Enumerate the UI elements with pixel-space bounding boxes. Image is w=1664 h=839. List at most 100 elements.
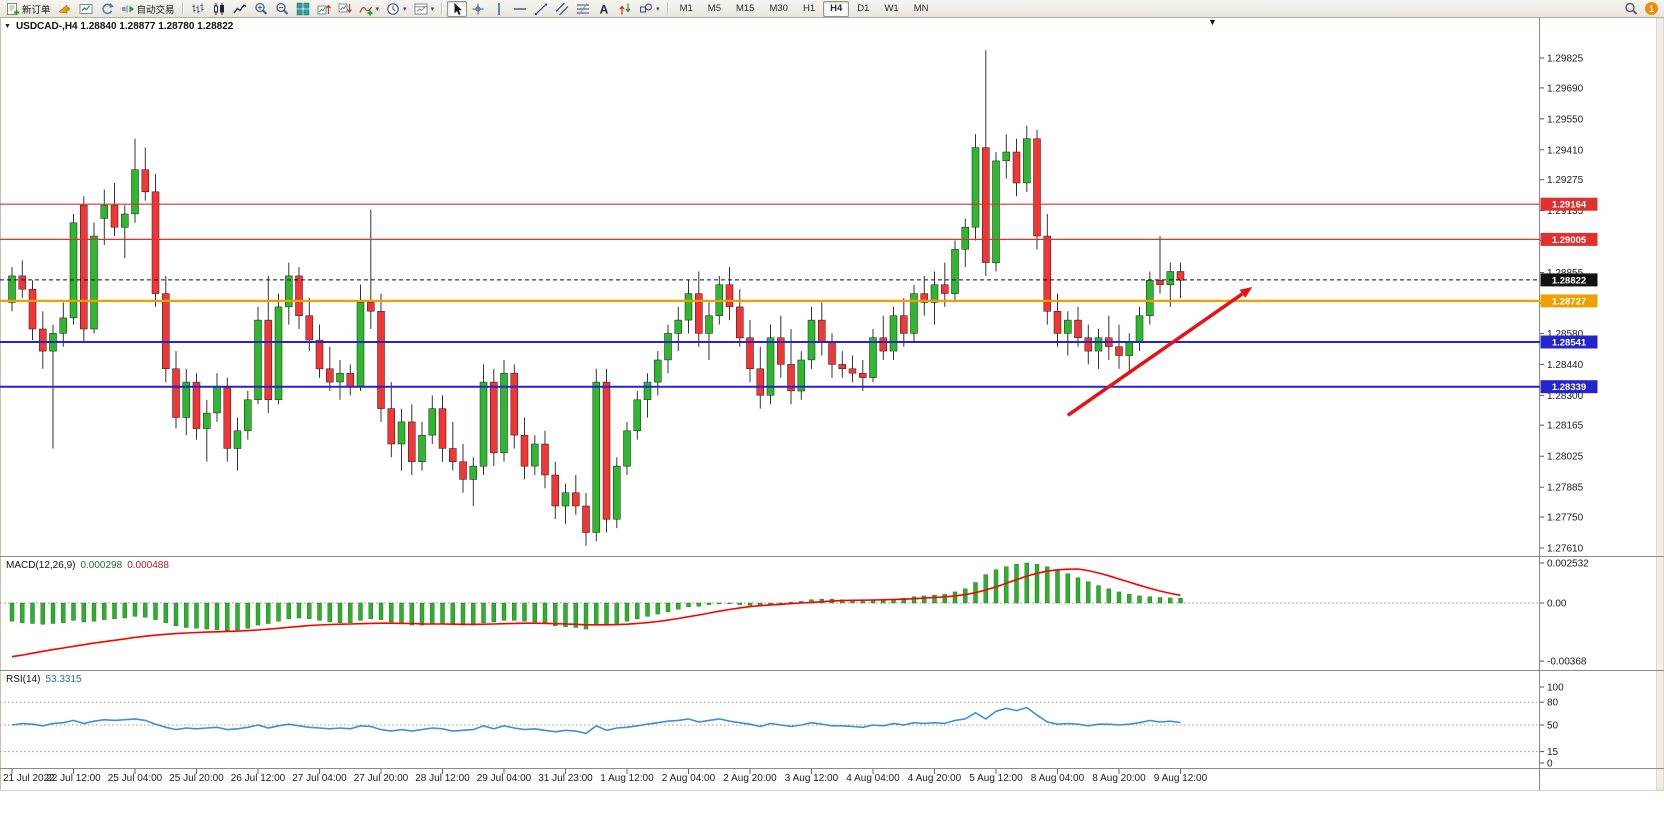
- indicators-button[interactable]: ▾: [356, 1, 383, 17]
- notification-badge[interactable]: 1: [1645, 2, 1658, 15]
- periods-button[interactable]: ▾: [383, 1, 410, 17]
- refresh-button[interactable]: [97, 1, 117, 17]
- templates-button[interactable]: ▾: [411, 1, 438, 17]
- line-chart-button[interactable]: [230, 1, 250, 17]
- arrows-button[interactable]: [615, 1, 635, 17]
- svg-text:15: 15: [1547, 747, 1559, 758]
- arrange-up-button[interactable]: [314, 1, 334, 17]
- timeframe-h1-button[interactable]: H1: [802, 3, 816, 14]
- svg-text:8 Aug 04:00: 8 Aug 04:00: [1031, 773, 1085, 784]
- bar-chart-button[interactable]: [188, 1, 208, 17]
- price-tags: 1.29164 1.29005 1.28822 1.28727 1.28541 1.283…: [1540, 197, 1598, 394]
- svg-text:1.28300: 1.28300: [1547, 391, 1584, 402]
- linechart-icon: [233, 2, 247, 16]
- vertical-line-button[interactable]: [489, 1, 509, 17]
- timeframe-m5-button[interactable]: M5: [707, 3, 721, 14]
- rsi-layer: [11, 706, 1181, 735]
- candles-icon: [212, 2, 226, 16]
- timeframe-h4-button[interactable]: H4: [823, 0, 850, 17]
- trendline-icon: [534, 2, 548, 16]
- crosshair-button[interactable]: [468, 1, 488, 17]
- svg-text:1.28541: 1.28541: [1552, 338, 1587, 349]
- crosshair-icon: [471, 2, 485, 16]
- svg-text:1.27750: 1.27750: [1547, 513, 1584, 524]
- svg-text:1.27610: 1.27610: [1547, 544, 1584, 555]
- rsi-label: RSI(14) 53.3315: [6, 674, 87, 685]
- fibonacci-button[interactable]: [573, 1, 593, 17]
- zoom-out-button[interactable]: [272, 1, 292, 17]
- svg-text:0.002532: 0.002532: [1547, 559, 1589, 570]
- channel-icon: [555, 2, 569, 16]
- svg-text:28 Jul 12:00: 28 Jul 12:00: [415, 773, 470, 784]
- zoom-in-button[interactable]: [251, 1, 271, 17]
- toolbar-separator: [666, 2, 669, 15]
- svg-text:2 Aug 04:00: 2 Aug 04:00: [662, 773, 716, 784]
- svg-text:A: A: [600, 2, 609, 16]
- text-button[interactable]: A: [594, 1, 614, 17]
- svg-text:1.29005: 1.29005: [1552, 235, 1587, 246]
- macd-layer: [9, 562, 1183, 658]
- template-icon: [414, 2, 428, 16]
- auto-trading-button[interactable]: 自动交易: [118, 1, 178, 17]
- timeframe-m30-button[interactable]: M30: [769, 3, 788, 14]
- cursor-icon: [450, 2, 464, 16]
- rsi-title: RSI(14): [6, 674, 41, 685]
- horn-icon: [57, 2, 72, 16]
- shapes-button[interactable]: ▾: [636, 1, 663, 17]
- tile-windows-button[interactable]: [293, 1, 313, 17]
- svg-text:1.29550: 1.29550: [1547, 114, 1584, 125]
- new-order-icon: [6, 2, 20, 16]
- search-button[interactable]: [1621, 1, 1641, 17]
- svg-text:1.27885: 1.27885: [1547, 483, 1584, 494]
- svg-text:31 Jul 23:00: 31 Jul 23:00: [538, 773, 593, 784]
- svg-text:25 Jul 04:00: 25 Jul 04:00: [108, 773, 163, 784]
- timeframe-m15-button[interactable]: M15: [736, 3, 755, 14]
- svg-text:27 Jul 20:00: 27 Jul 20:00: [354, 773, 409, 784]
- timeframe-w1-button[interactable]: W1: [884, 3, 899, 14]
- horizontal-line-button[interactable]: [510, 1, 530, 17]
- tile-icon: [296, 2, 310, 16]
- svg-text:0: 0: [1547, 759, 1553, 770]
- trend-arrow[interactable]: [1066, 287, 1253, 417]
- timeframe-d1-button[interactable]: D1: [857, 3, 870, 14]
- new-order-button[interactable]: 新订单: [3, 1, 54, 17]
- svg-text:1.29410: 1.29410: [1547, 145, 1584, 156]
- svg-text:27 Jul 04:00: 27 Jul 04:00: [292, 773, 347, 784]
- toolbar-separator: [441, 2, 444, 15]
- price-axis[interactable]: 1.29825 1.29690 1.29550 1.29410 1.29275 1.291…: [1540, 54, 1589, 770]
- dropdown-arrow-icon: ▾: [403, 5, 407, 13]
- toolbar: 新订单 自动交易 ▾ ▾ ▾ A ▾ M1 M5 M15 M30 H1 H4 D1 W1 MN 1: [0, 0, 1664, 18]
- svg-text:1.29825: 1.29825: [1547, 54, 1584, 65]
- macd-label: MACD(12,26,9) 0.000298 0.000488: [6, 560, 174, 571]
- new-chart-button[interactable]: [76, 1, 96, 17]
- shapes-icon: [639, 2, 653, 16]
- svg-text:1.28580: 1.28580: [1547, 329, 1584, 340]
- horizontal-lines-layer[interactable]: [0, 203, 1540, 388]
- candle-chart-button[interactable]: [209, 1, 229, 17]
- channel-button[interactable]: [552, 1, 572, 17]
- cursor-button[interactable]: [447, 0, 468, 17]
- chart-menu-button[interactable]: ▼: [4, 23, 11, 30]
- timeframe-m1-button[interactable]: M1: [679, 3, 693, 14]
- candles-layer: [8, 50, 1185, 546]
- search-icon: [1624, 2, 1638, 16]
- svg-text:1.29164: 1.29164: [1552, 200, 1587, 211]
- scroll-anchor-icon[interactable]: ▼: [1208, 17, 1217, 27]
- svg-text:1.28339: 1.28339: [1552, 382, 1586, 393]
- macd-title: MACD(12,26,9): [6, 560, 76, 571]
- svg-text:80: 80: [1547, 698, 1559, 709]
- rsi-value: 53.3315: [45, 674, 82, 685]
- chart-up-icon: [317, 2, 331, 16]
- svg-text:1.29135: 1.29135: [1547, 206, 1584, 217]
- dropdown-arrow-icon: ▾: [375, 5, 380, 13]
- timeframe-mn-button[interactable]: MN: [913, 3, 929, 14]
- trendline-button[interactable]: [531, 1, 551, 17]
- chart-profile-button[interactable]: [55, 1, 75, 17]
- svg-text:50: 50: [1547, 721, 1559, 732]
- arrange-down-button[interactable]: [335, 1, 355, 17]
- svg-text:25 Jul 20:00: 25 Jul 20:00: [169, 773, 224, 784]
- auto-trading-button-label: 自动交易: [136, 4, 175, 16]
- macd-main-value: 0.000298: [80, 560, 123, 571]
